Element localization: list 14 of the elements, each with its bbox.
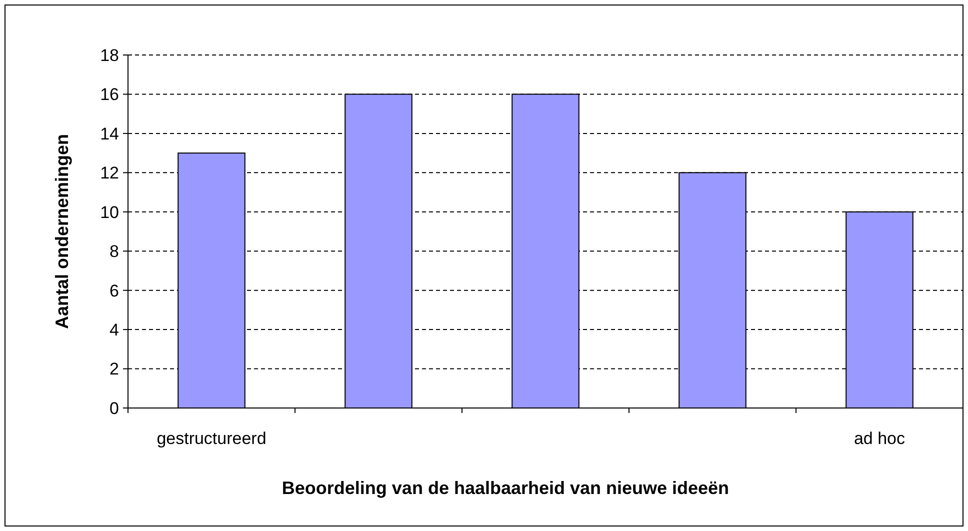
y-tick-label: 8	[110, 242, 119, 262]
y-tick-label: 6	[110, 281, 119, 300]
y-tick-label: 0	[110, 398, 119, 418]
y-tick-label: 12	[100, 164, 119, 183]
y-tick-label: 4	[110, 320, 119, 340]
y-tick-label: 18	[100, 46, 119, 65]
y-tick-label: 14	[100, 124, 119, 144]
y-axis-title: Aantal ondernemingen	[52, 134, 72, 330]
x-axis-title: Beoordeling van de haalbaarheid van nieuwe ideeën	[282, 478, 730, 498]
x-tick-label: ad hoc	[854, 429, 906, 448]
x-tick-label: gestructureerd	[156, 429, 266, 448]
y-tick-label: 16	[100, 85, 119, 104]
y-tick-label: 2	[110, 360, 119, 379]
y-tick-label: 10	[100, 202, 119, 222]
